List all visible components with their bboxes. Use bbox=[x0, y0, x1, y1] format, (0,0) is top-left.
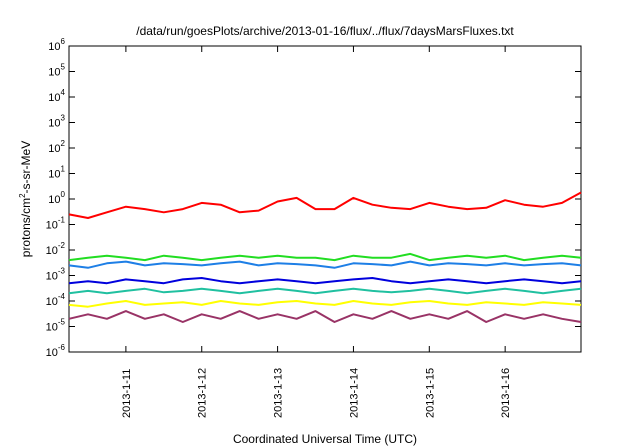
series-line bbox=[68, 252, 582, 262]
y-tick-label: 104 bbox=[48, 88, 65, 104]
y-tick-base: 10 bbox=[46, 322, 58, 334]
y-tick-label: 10-1 bbox=[46, 216, 66, 232]
y-tick-label: 105 bbox=[48, 63, 65, 79]
y-tick-label: 10-5 bbox=[46, 318, 66, 334]
y-tick-label: 102 bbox=[48, 139, 65, 155]
y-tick-label: 10-4 bbox=[46, 292, 66, 308]
y-tick-exponent: 0 bbox=[61, 190, 66, 199]
y-tick-exponent: 6 bbox=[61, 37, 66, 46]
y-tick-base: 10 bbox=[48, 92, 60, 104]
x-tick-label: 2013-1-15 bbox=[424, 368, 436, 418]
y-tick-base: 10 bbox=[48, 118, 60, 130]
y-tick-label: 103 bbox=[48, 114, 65, 130]
plot-frame bbox=[68, 45, 582, 353]
series-line bbox=[68, 310, 582, 323]
y-tick-label: 10-3 bbox=[46, 267, 66, 283]
y-tick-label: 10-2 bbox=[46, 241, 66, 257]
y-tick-exponent: 3 bbox=[61, 114, 66, 123]
y-axis-label: protons/cm2-s-sr-MeV bbox=[18, 141, 33, 257]
y-tick-exponent: -3 bbox=[58, 267, 66, 276]
y-tick-exponent: -2 bbox=[58, 241, 66, 250]
y-tick-base: 10 bbox=[46, 271, 58, 283]
y-tick-base: 10 bbox=[48, 169, 60, 181]
y-axis-label-sup: 2 bbox=[18, 193, 27, 198]
y-tick-label: 106 bbox=[48, 37, 65, 53]
x-tick-label: 2013-1-14 bbox=[348, 368, 360, 418]
series-lines bbox=[68, 191, 582, 323]
y-tick-base: 10 bbox=[48, 143, 60, 155]
y-axis: 10-610-510-410-310-210-11001011021031041… bbox=[46, 37, 581, 359]
series-line bbox=[68, 191, 582, 219]
chart-title: /data/run/goesPlots/archive/2013-01-16/f… bbox=[136, 24, 514, 38]
y-tick-base: 10 bbox=[46, 245, 58, 257]
y-tick-base: 10 bbox=[48, 41, 60, 53]
y-tick-exponent: -5 bbox=[58, 318, 66, 327]
x-axis-label: Coordinated Universal Time (UTC) bbox=[233, 432, 417, 446]
y-tick-label: 10-6 bbox=[46, 343, 66, 359]
x-tick-label: 2013-1-12 bbox=[197, 368, 209, 418]
y-tick-base: 10 bbox=[48, 194, 60, 206]
y-tick-exponent: -4 bbox=[58, 292, 66, 301]
y-tick-exponent: 2 bbox=[61, 139, 66, 148]
series-line bbox=[68, 277, 582, 285]
series-line bbox=[68, 287, 582, 295]
y-tick-base: 10 bbox=[46, 220, 58, 232]
x-tick-label: 2013-1-13 bbox=[273, 368, 285, 418]
y-tick-exponent: 4 bbox=[61, 88, 66, 97]
y-tick-label: 101 bbox=[48, 165, 65, 181]
y-tick-base: 10 bbox=[46, 347, 58, 359]
y-tick-exponent: -6 bbox=[58, 343, 66, 352]
x-tick-label: 2013-1-11 bbox=[121, 369, 133, 418]
y-tick-base: 10 bbox=[46, 296, 58, 308]
series-line bbox=[68, 300, 582, 308]
x-axis: 2013-1-11 2013-1-12 2013-1-13 2013-1-14 2013… bbox=[121, 46, 512, 418]
y-axis-label-prefix: protons/cm bbox=[19, 198, 33, 257]
x-tick-label: 2013-1-16 bbox=[500, 368, 512, 418]
y-tick-base: 10 bbox=[48, 67, 60, 79]
y-tick-exponent: 1 bbox=[61, 165, 66, 174]
y-tick-exponent: -1 bbox=[58, 216, 66, 225]
y-axis-label-suffix: -s-sr-MeV bbox=[19, 141, 33, 194]
series-line bbox=[68, 260, 582, 269]
y-tick-exponent: 5 bbox=[61, 63, 66, 72]
y-tick-label: 100 bbox=[48, 190, 65, 206]
